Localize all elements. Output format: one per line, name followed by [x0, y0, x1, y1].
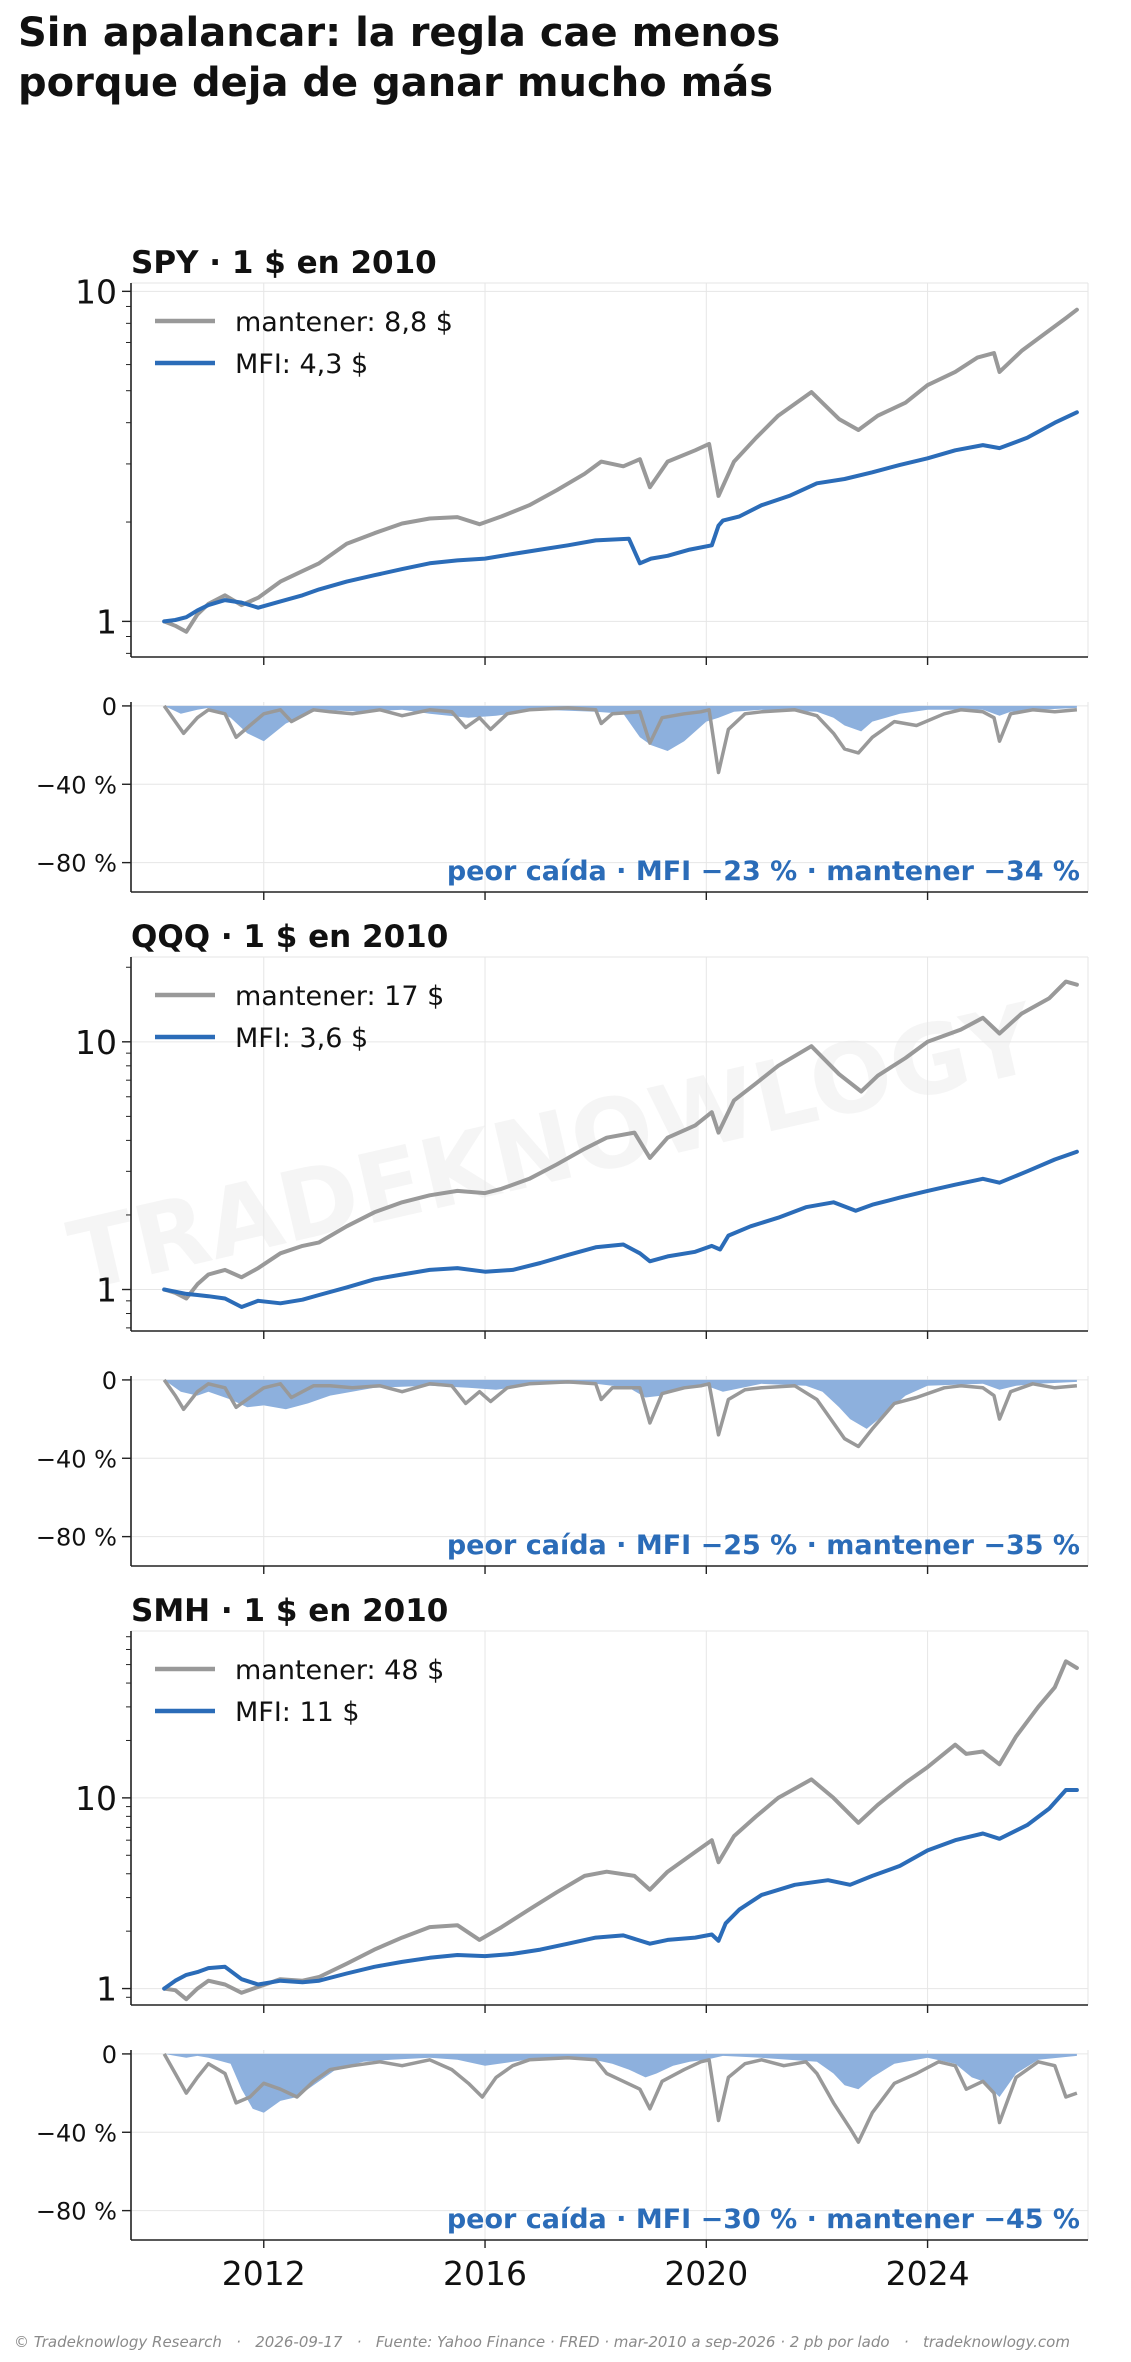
legend-label-rule: MFI: 4,3 $ — [235, 349, 368, 380]
legend: mantener: 8,8 $ MFI: 4,3 $ — [155, 307, 453, 380]
series-line-rule — [162, 1788, 1079, 1991]
dd-y-tick-label: −80 % — [36, 850, 117, 878]
dd-line-hold — [162, 1378, 1078, 1449]
legend-label-hold: mantener: 17 $ — [235, 981, 444, 1012]
chart-panel-2: QQQ · 1 $ en 2010 1 10 mantener: 17 $ MFI: 3… — [36, 919, 1089, 1574]
x-tick-label: 2024 — [886, 2254, 970, 2293]
series-line-hold — [162, 307, 1079, 634]
footer: © Tradeknowlogy Research · 2026-09-17 · … — [14, 2333, 1114, 2351]
panel-title: QQQ · 1 $ en 2010 — [131, 919, 448, 955]
legend: mantener: 48 $ MFI: 11 $ — [155, 1655, 444, 1728]
panel-title: SPY · 1 $ en 2010 — [131, 245, 437, 281]
dd-annotation: peor caída · MFI −30 % · mantener −45 % — [447, 2204, 1080, 2235]
x-tick-label: 2016 — [443, 2254, 527, 2293]
dd-line-hold — [162, 704, 1078, 775]
title-line-2: porque deja de ganar mucho más — [18, 60, 774, 106]
x-tick-label: 2020 — [664, 2254, 748, 2293]
dd-y-tick-label: −40 % — [36, 2119, 117, 2147]
footer-sep-3: · — [903, 2333, 909, 2351]
legend: mantener: 17 $ MFI: 3,6 $ — [155, 981, 444, 1054]
chart-panel-1: SPY · 1 $ en 2010 1 10 mantener: 8,8 $ MFI: … — [36, 245, 1089, 900]
footer-source: Fuente: Yahoo Finance · FRED · mar-2010 … — [375, 2333, 890, 2351]
series-line-rule — [162, 410, 1079, 624]
footer-sep-1: · — [236, 2333, 241, 2351]
dd-annotation: peor caída · MFI −23 % · mantener −34 % — [447, 856, 1080, 887]
dd-y-tick-label: 0 — [102, 693, 117, 721]
legend-label-hold: mantener: 8,8 $ — [235, 307, 453, 338]
legend-label-rule: MFI: 3,6 $ — [235, 1023, 368, 1054]
panel-title: SMH · 1 $ en 2010 — [131, 1593, 448, 1629]
y-tick-label: 10 — [75, 1023, 117, 1062]
dd-area-rule — [164, 2053, 1077, 2113]
dd-y-tick-label: −40 % — [36, 1445, 117, 1473]
dd-y-tick-label: −80 % — [36, 1524, 117, 1552]
legend-label-rule: MFI: 11 $ — [235, 1697, 360, 1728]
dd-y-tick-label: −40 % — [36, 771, 117, 799]
footer-date: 2026-09-17 — [255, 2333, 343, 2351]
y-tick-label: 1 — [96, 602, 117, 641]
series-line-hold — [162, 979, 1079, 1301]
chart-panel-3: SMH · 1 $ en 2010 1 10 mantener: 48 $ MFI: 1… — [36, 1593, 1089, 2293]
page-title: Sin apalancar: la regla cae menos porque… — [18, 8, 1018, 108]
series-line-rule — [162, 1149, 1079, 1309]
dd-y-tick-label: 0 — [102, 1367, 117, 1395]
y-tick-label: 10 — [75, 1779, 117, 1818]
drawdown-panel: 0 −40 % −80 % peor caída · MFI −30 % · mant… — [36, 2041, 1089, 2293]
footer-credit: © Tradeknowlogy Research — [14, 2333, 222, 2351]
x-tick-label: 2012 — [222, 2254, 306, 2293]
footer-site: tradeknowlogy.com — [922, 2333, 1070, 2351]
dd-annotation: peor caída · MFI −25 % · mantener −35 % — [447, 1530, 1080, 1561]
watermark-text: TRADEKNOWLOGY — [59, 982, 1047, 1313]
dd-area-rule — [164, 1379, 1077, 1429]
y-tick-label: 1 — [96, 1271, 117, 1310]
drawdown-panel: 0 −40 % −80 % peor caída · MFI −25 % · mant… — [36, 1367, 1089, 1574]
dd-line-hold — [162, 2053, 1078, 2144]
footer-sep-2: · — [356, 2333, 362, 2351]
y-tick-label: 10 — [75, 272, 117, 311]
dd-y-tick-label: 0 — [102, 2041, 117, 2069]
dd-area-rule — [164, 705, 1077, 751]
dd-y-tick-label: −80 % — [36, 2198, 117, 2226]
legend-label-hold: mantener: 48 $ — [235, 1655, 444, 1686]
drawdown-panel: 0 −40 % −80 % peor caída · MFI −23 % · mant… — [36, 693, 1089, 900]
title-line-1: Sin apalancar: la regla cae menos — [18, 10, 781, 56]
y-tick-label: 1 — [96, 1970, 117, 2009]
